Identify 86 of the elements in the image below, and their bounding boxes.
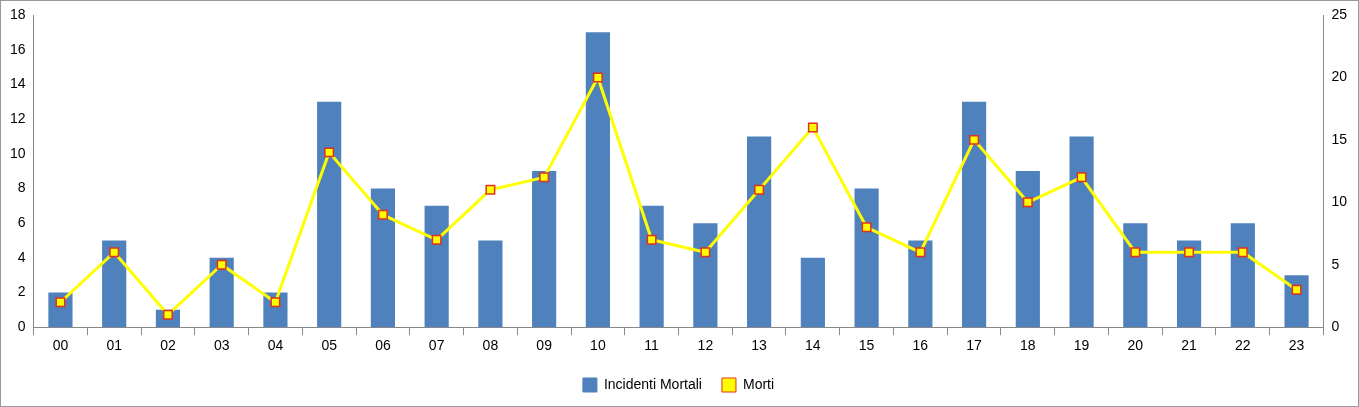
x-tick-label: 16 — [912, 337, 929, 354]
bar — [639, 205, 664, 328]
y-tick-label: 10 — [9, 144, 26, 161]
y-tick-label: 12 — [9, 109, 26, 126]
y-tick-label: 18 — [9, 5, 26, 22]
bar — [585, 32, 610, 328]
y2-tick-label: 0 — [1331, 318, 1340, 335]
x-tick-label: 18 — [1020, 337, 1036, 354]
x-tick-label: 19 — [1073, 337, 1090, 354]
bar — [747, 136, 772, 328]
y2-tick-label: 20 — [1331, 68, 1348, 85]
x-tick-label: 07 — [428, 337, 445, 354]
y-tick-label: 16 — [9, 40, 26, 57]
point — [1237, 247, 1248, 258]
point — [216, 259, 227, 270]
point — [55, 297, 66, 308]
x-tick-label: 00 — [52, 337, 69, 354]
point — [109, 247, 120, 258]
x-tick-label: 17 — [966, 337, 983, 354]
x-tick-label: 23 — [1288, 337, 1305, 354]
bar — [317, 101, 342, 328]
bar — [209, 257, 234, 328]
point — [1076, 172, 1087, 183]
y-tick-label: 8 — [17, 179, 26, 196]
point — [485, 184, 496, 195]
x-tick-label: 05 — [321, 337, 338, 354]
x-tick-label: 12 — [697, 337, 714, 354]
bar — [1284, 275, 1309, 328]
bar — [532, 171, 557, 328]
point — [754, 184, 765, 195]
x-tick-label: 14 — [805, 337, 821, 354]
point — [1130, 247, 1141, 258]
point — [592, 72, 603, 83]
x-tick-label: 02 — [160, 337, 176, 354]
x-tick-label: 13 — [751, 337, 768, 354]
bar — [1230, 223, 1255, 328]
x-tick-label: 15 — [858, 337, 875, 354]
point — [1022, 197, 1033, 208]
bar — [102, 240, 127, 328]
y2-tick-label: 25 — [1331, 5, 1348, 22]
bar — [424, 205, 449, 328]
point — [377, 209, 388, 220]
bar — [1069, 136, 1094, 328]
point — [324, 147, 335, 158]
x-tick-label: 21 — [1181, 337, 1198, 354]
point — [270, 297, 281, 308]
x-tick-label: 06 — [375, 337, 391, 354]
y-tick-label: 4 — [17, 248, 26, 265]
bar — [1176, 240, 1202, 328]
y2-tick-label: 5 — [1331, 255, 1340, 272]
point — [1184, 247, 1195, 258]
point — [646, 234, 657, 245]
bar — [800, 257, 825, 328]
bar — [693, 223, 718, 328]
legend-label: Morti — [742, 375, 775, 392]
x-tick-label: 10 — [590, 337, 606, 354]
bar — [1123, 223, 1148, 328]
point — [539, 172, 550, 183]
legend-label: Incidenti Mortali — [603, 375, 702, 392]
bar — [478, 240, 503, 328]
x-tick-label: 22 — [1235, 337, 1251, 354]
x-tick-label: 20 — [1127, 337, 1144, 354]
bar — [962, 101, 987, 328]
y2-tick-label: 10 — [1331, 193, 1348, 210]
bar — [854, 188, 879, 328]
x-tick-label: 03 — [213, 337, 230, 354]
x-tick-label: 08 — [482, 337, 499, 354]
x-tick-label: 09 — [536, 337, 553, 354]
bar — [908, 240, 933, 328]
bar — [1015, 171, 1040, 328]
point — [1291, 284, 1302, 295]
point — [861, 222, 872, 233]
x-tick-label: 04 — [267, 337, 284, 354]
point — [700, 247, 711, 258]
bar — [370, 188, 395, 328]
y2-tick-label: 15 — [1331, 130, 1348, 147]
y-tick-label: 14 — [9, 75, 26, 92]
y-tick-label: 0 — [17, 318, 26, 335]
x-tick-label: 01 — [106, 337, 123, 354]
point — [807, 122, 818, 133]
y-tick-label: 6 — [17, 213, 26, 230]
x-tick-label: 11 — [644, 337, 660, 354]
y-tick-label: 2 — [17, 283, 26, 300]
point — [431, 234, 442, 245]
point — [915, 247, 926, 258]
point — [969, 134, 980, 145]
